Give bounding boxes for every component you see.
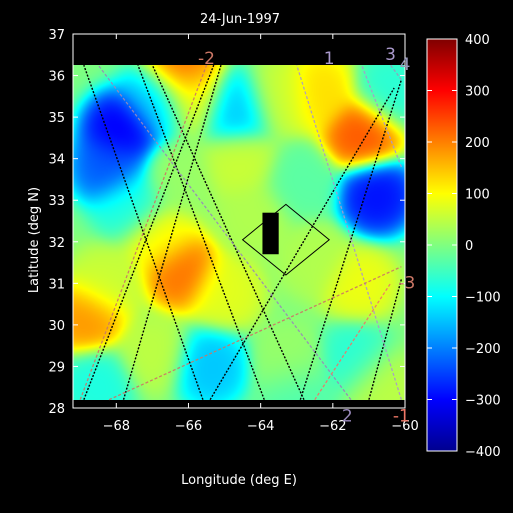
track-label: 3: [385, 45, 396, 65]
x-tick-label: −60: [391, 419, 418, 434]
x-tick-label: −68: [103, 419, 130, 434]
y-tick-label: 29: [48, 360, 65, 375]
colorbar-tick-label: 400: [465, 33, 490, 48]
y-tick-label: 36: [48, 70, 65, 85]
y-tick-label: 37: [48, 28, 65, 43]
altimeter-track-3: [361, 64, 402, 168]
altimeter-track--1: [314, 282, 392, 401]
colorbar-tick-label: −300: [465, 394, 501, 409]
ground-track: [151, 64, 305, 400]
altimeter-track-1: [296, 64, 403, 400]
x-axis-label: Longitude (deg E): [181, 473, 297, 488]
ground-track: [209, 87, 395, 401]
y-tick-label: 33: [48, 194, 65, 209]
x-tick-label: −64: [247, 419, 274, 434]
x-tick-label: −62: [319, 419, 346, 434]
satellite-tracks: [79, 64, 403, 401]
y-tick-label: 34: [48, 153, 65, 168]
y-axis-label: Latitude (deg N): [27, 187, 42, 293]
x-axis: −68 −66 −64 −62 −60: [103, 34, 419, 434]
altimeter-track--3: [108, 266, 402, 401]
masked-region: [262, 212, 279, 255]
track-label: 4: [400, 55, 411, 75]
colorbar-tick-label: −400: [465, 445, 501, 460]
y-tick-label: 31: [48, 277, 65, 292]
altimeter-track--2: [79, 64, 208, 400]
colorbar-tick-label: 100: [465, 188, 490, 203]
track-label: 2: [342, 406, 353, 426]
track-label: -1: [393, 406, 410, 426]
track-label: -2: [198, 49, 215, 69]
y-tick-label: 28: [48, 402, 65, 417]
ground-track: [83, 64, 204, 400]
colorbar-tick-label: 0: [465, 239, 473, 254]
altimeter-track-4: [390, 64, 402, 81]
colorbar-tick-label: −200: [465, 342, 501, 357]
y-tick-label: 32: [48, 236, 65, 251]
colorbar: 400 300 200 100 0 −100 −200 −300 −400: [426, 33, 501, 460]
colorbar-tick-label: −100: [465, 291, 501, 306]
colorbar-tick-label: 300: [465, 85, 490, 100]
colorbar-tick-label: 200: [465, 136, 490, 151]
chart-title: 24-Jun-1997: [200, 12, 280, 27]
y-tick-label: 30: [48, 319, 65, 334]
y-tick-label: 35: [48, 111, 65, 126]
x-tick-label: −66: [175, 419, 202, 434]
study-region-box: [241, 203, 331, 276]
track-label: 1: [324, 49, 335, 69]
track-label: -3: [398, 273, 415, 293]
axes-frame: [72, 33, 406, 409]
ground-track: [83, 64, 215, 400]
